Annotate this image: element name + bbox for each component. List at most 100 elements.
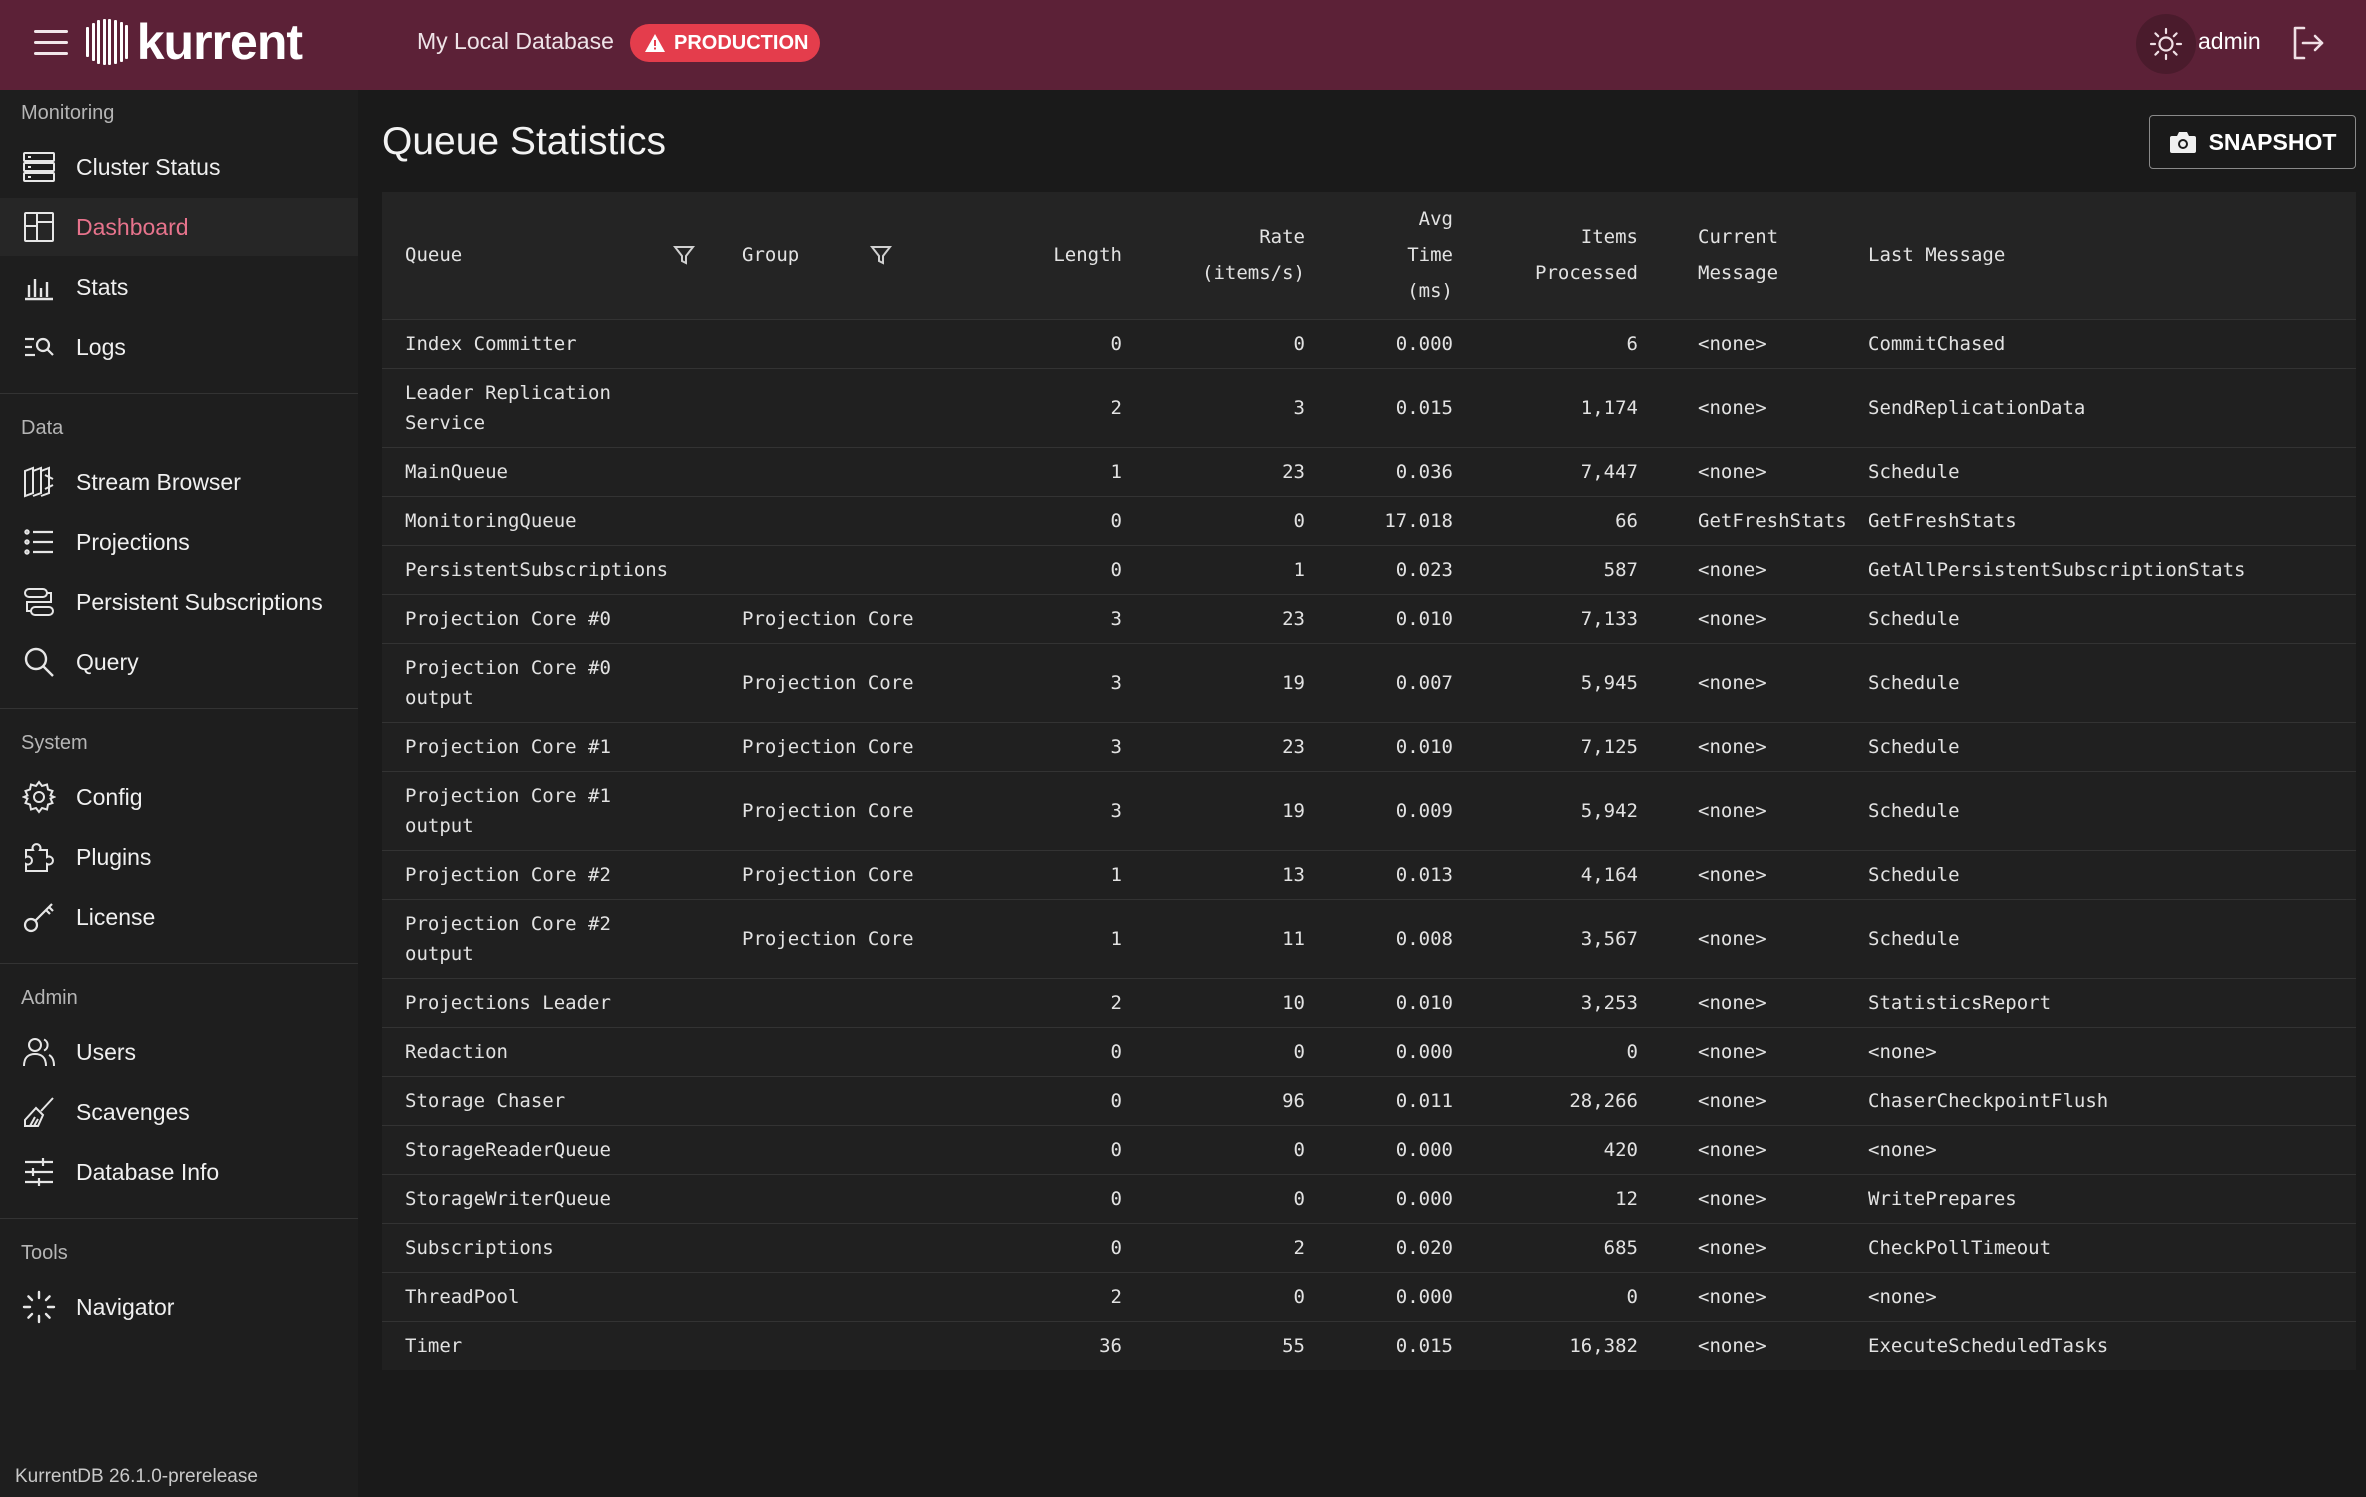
cell-last-message: CheckPollTimeout xyxy=(1868,1236,2052,1259)
filter-icon[interactable] xyxy=(673,244,695,266)
page-title: Queue Statistics xyxy=(382,120,666,163)
table-row: Leader Replication Service 2 3 0.015 1,174 <no… xyxy=(382,368,2356,447)
cell-queue: Projection Core #0 xyxy=(382,594,742,643)
cell-queue: StorageWriterQueue xyxy=(382,1174,742,1223)
theme-toggle-button[interactable] xyxy=(2136,14,2196,74)
users-icon xyxy=(23,1038,55,1067)
sidebar-item-plugins[interactable]: Plugins xyxy=(0,828,358,886)
cell-queue: PersistentSubscriptions xyxy=(382,545,742,594)
filter-icon[interactable] xyxy=(870,244,892,266)
column-header-queue[interactable]: Queue xyxy=(382,192,742,319)
queue-name-line: StorageReaderQueue xyxy=(405,1138,611,1161)
cell-last-message: Schedule xyxy=(1868,735,1960,758)
table-row: Storage Chaser 0 96 0.011 28,266 <none> Chaser… xyxy=(382,1076,2356,1125)
stream-icon xyxy=(24,466,54,498)
sidebar-item-cluster-status[interactable]: Cluster Status xyxy=(0,138,358,196)
version-label: KurrentDB 26.1.0-prerelease xyxy=(15,1466,258,1487)
column-header-length[interactable]: Length xyxy=(1002,192,1122,319)
cell-queue: Projection Core #1 xyxy=(382,722,742,771)
cell-current-message: <none> xyxy=(1698,671,1767,694)
cell-group xyxy=(742,319,1002,368)
sidebar-item-label: Dashboard xyxy=(76,213,189,240)
cell-rate: 3 xyxy=(1293,396,1305,419)
cell-items-processed: 7,133 xyxy=(1580,607,1638,630)
sidebar-item-stats[interactable]: Stats xyxy=(0,258,358,316)
logo-mark xyxy=(86,19,131,65)
table-header-row: Queue Group Length Rate (items/s) Avg xyxy=(382,192,2356,319)
cell-rate: 0 xyxy=(1293,1040,1305,1063)
cell-queue: Projection Core #0 output xyxy=(382,643,742,722)
table-row: Projections Leader 2 10 0.010 3,253 <none> Sta… xyxy=(382,978,2356,1027)
sidebar-item-label: Scavenges xyxy=(76,1098,190,1125)
cell-rate: 23 xyxy=(1282,607,1305,630)
sidebar-item-dashboard[interactable]: Dashboard xyxy=(0,198,358,256)
queue-name-line: Projection Core #1 xyxy=(405,735,611,758)
server-icon xyxy=(23,152,55,182)
menu-icon[interactable] xyxy=(34,30,68,60)
cell-items-processed: 0 xyxy=(1626,1040,1638,1063)
cell-group xyxy=(742,978,1002,1027)
sidebar-item-users[interactable]: Users xyxy=(0,1023,358,1081)
sidebar-item-stream-browser[interactable]: Stream Browser xyxy=(0,453,358,511)
logo[interactable]: kurrent xyxy=(86,16,303,68)
cell-items-processed: 685 xyxy=(1603,1236,1638,1259)
column-header-rate[interactable]: Rate (items/s) xyxy=(1122,192,1305,319)
table-row: Projection Core #2 Projection Core 1 13 0.01… xyxy=(382,850,2356,899)
section-title-tools: Tools xyxy=(21,1242,68,1264)
cell-current-message: <none> xyxy=(1698,863,1767,886)
cell-avg-time: 0.000 xyxy=(1395,1187,1453,1210)
queue-name-line: Projections Leader xyxy=(405,991,611,1014)
snapshot-button[interactable]: SNAPSHOT xyxy=(2149,115,2356,169)
sidebar-item-persistent-subscriptions[interactable]: Persistent Subscriptions xyxy=(0,573,358,631)
section-title-monitoring: Monitoring xyxy=(21,102,115,124)
cell-rate: 23 xyxy=(1282,735,1305,758)
cell-items-processed: 28,266 xyxy=(1569,1089,1638,1112)
column-header-label: Time xyxy=(1407,244,1453,267)
queue-name-line: Redaction xyxy=(405,1040,508,1063)
queue-name-line: output xyxy=(405,814,474,837)
sidebar-item-config[interactable]: Config xyxy=(0,768,358,826)
sidebar-item-projections[interactable]: Projections xyxy=(0,513,358,571)
user-name[interactable]: admin xyxy=(2198,28,2261,54)
cell-current-message: <none> xyxy=(1698,1089,1767,1112)
queue-name-line: Projection Core #2 xyxy=(405,863,611,886)
cell-queue: ThreadPool xyxy=(382,1272,742,1321)
divider xyxy=(0,708,358,709)
cell-current-message: <none> xyxy=(1698,332,1767,355)
cell-items-processed: 6 xyxy=(1626,332,1638,355)
column-header-current-message[interactable]: Current Message xyxy=(1638,192,1868,319)
column-header-avg-time[interactable]: Avg Time (ms) xyxy=(1305,192,1453,319)
sliders-icon xyxy=(25,1158,53,1186)
cell-length: 36 xyxy=(1099,1334,1122,1357)
cell-rate: 55 xyxy=(1282,1334,1305,1357)
sidebar-item-query[interactable]: Query xyxy=(0,633,358,691)
queue-name-line: Projection Core #0 xyxy=(405,656,611,679)
sidebar-item-license[interactable]: License xyxy=(0,888,358,946)
column-header-items-processed[interactable]: Items Processed xyxy=(1453,192,1638,319)
sidebar-item-label: Stats xyxy=(76,273,129,300)
column-header-label: (items/s) xyxy=(1202,262,1305,285)
queue-name-line: Projection Core #1 xyxy=(405,784,611,807)
cell-current-message: <none> xyxy=(1698,1138,1767,1161)
column-header-label: Message xyxy=(1698,262,1779,285)
queue-name-line: Projection Core #2 xyxy=(405,912,611,935)
queue-name-line: Leader Replication xyxy=(405,381,611,404)
cell-current-message: <none> xyxy=(1698,1040,1767,1063)
sidebar-item-logs[interactable]: Logs xyxy=(0,318,358,376)
camera-icon xyxy=(2169,132,2196,153)
cell-items-processed: 3,253 xyxy=(1580,991,1638,1014)
sidebar-item-navigator[interactable]: Navigator xyxy=(0,1278,358,1336)
column-header-last-message[interactable]: Last Message xyxy=(1868,192,2356,319)
divider xyxy=(0,1218,358,1219)
logout-icon[interactable] xyxy=(2290,24,2326,62)
section-title-data: Data xyxy=(21,417,64,439)
sidebar-item-scavenges[interactable]: Scavenges xyxy=(0,1083,358,1141)
cell-group xyxy=(742,447,1002,496)
column-header-group[interactable]: Group xyxy=(742,192,1002,319)
sidebar-item-label: Cluster Status xyxy=(76,153,221,180)
sidebar-item-database-info[interactable]: Database Info xyxy=(0,1143,358,1201)
cell-queue: Redaction xyxy=(382,1027,742,1076)
cell-avg-time: 0.009 xyxy=(1395,799,1453,822)
top-bar: kurrent My Local Database PRODUCTION adm… xyxy=(0,0,2366,90)
cell-queue: Timer xyxy=(382,1321,742,1370)
